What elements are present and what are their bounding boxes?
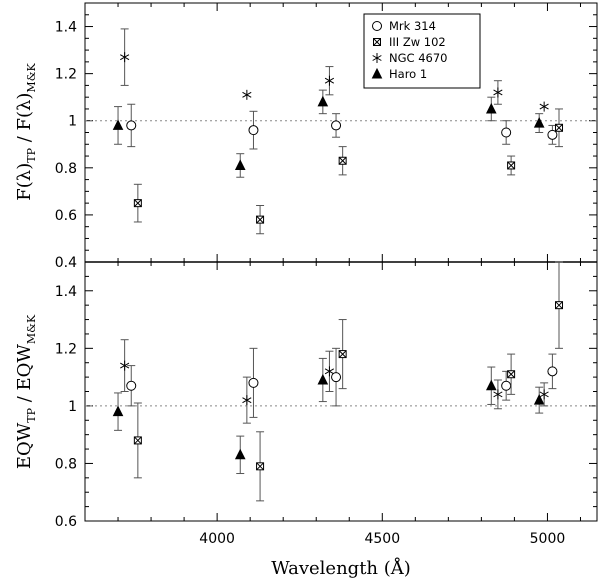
data-point bbox=[501, 127, 512, 138]
data-point bbox=[501, 380, 512, 391]
series-haro-1 bbox=[112, 357, 545, 475]
legend-marker bbox=[373, 38, 381, 46]
data-point bbox=[533, 394, 545, 405]
data-point bbox=[256, 462, 265, 471]
data-point bbox=[133, 199, 142, 208]
data-point bbox=[555, 123, 564, 132]
series-haro-1 bbox=[112, 89, 545, 178]
data-point bbox=[324, 366, 335, 377]
data-point bbox=[485, 379, 497, 391]
y-tick-label: 1.2 bbox=[55, 67, 77, 83]
upper-y-axis-title: F(λ)TP / F(λ)M&K bbox=[14, 63, 38, 201]
data-point bbox=[234, 159, 246, 170]
data-point bbox=[338, 156, 347, 165]
lower-panel-ticks: 0.6 0.8 1 1.2 1.4 bbox=[55, 261, 597, 530]
y-tick-label: 0.8 bbox=[55, 456, 77, 472]
legend-label: III Zw 102 bbox=[389, 35, 446, 49]
data-point bbox=[507, 161, 516, 170]
data-point bbox=[317, 95, 329, 107]
data-point bbox=[547, 366, 558, 377]
legend-box bbox=[363, 13, 481, 89]
data-point bbox=[126, 380, 137, 391]
data-point bbox=[112, 405, 124, 417]
data-point bbox=[248, 377, 259, 388]
data-point bbox=[338, 350, 347, 359]
legend-items: Mrk 314 III Zw 102 NGC 4670 Haro 1 bbox=[371, 19, 447, 81]
data-point bbox=[539, 101, 549, 112]
legend-entry: NGC 4670 bbox=[372, 51, 447, 65]
data-point bbox=[317, 373, 329, 385]
data-point bbox=[493, 87, 503, 98]
legend-entry: Mrk 314 bbox=[372, 19, 436, 33]
series-ngc-4670 bbox=[120, 339, 549, 424]
data-point bbox=[242, 395, 252, 406]
data-point bbox=[331, 120, 342, 131]
series-iii-zw-102 bbox=[133, 261, 564, 502]
legend-marker bbox=[371, 67, 383, 79]
y-tick-label: 0.6 bbox=[55, 208, 77, 224]
y-tick-label: 0.6 bbox=[55, 514, 77, 530]
y-tick-label: 0.4 bbox=[55, 255, 77, 271]
x-tick-label: 4500 bbox=[364, 531, 400, 547]
data-point bbox=[547, 129, 558, 140]
y-tick-label: 1.2 bbox=[55, 341, 77, 357]
data-point bbox=[493, 389, 503, 400]
lower-y-axis-title: EQWTP / EQWM&K bbox=[14, 314, 38, 469]
upper-panel-marks bbox=[85, 28, 597, 235]
legend-entry: III Zw 102 bbox=[373, 35, 446, 49]
legend-marker bbox=[372, 21, 382, 31]
x-tick-label: 5000 bbox=[530, 531, 566, 547]
data-point bbox=[533, 116, 545, 128]
x-axis-ticks: 4000 4500 5000 bbox=[199, 531, 565, 547]
y-tick-label: 1.4 bbox=[55, 20, 77, 36]
legend-label: Haro 1 bbox=[389, 67, 427, 81]
series-mrk-314 bbox=[126, 347, 558, 418]
data-point bbox=[507, 370, 516, 379]
series-iii-zw-102 bbox=[133, 108, 564, 235]
data-point bbox=[120, 52, 130, 63]
upper-panel-ticks: 0.4 0.6 0.8 1 1.2 1.4 bbox=[55, 2, 597, 271]
data-point bbox=[126, 120, 137, 131]
data-point bbox=[539, 389, 549, 400]
data-point bbox=[324, 75, 335, 86]
lower-panel-frame bbox=[84, 261, 598, 522]
data-point bbox=[234, 448, 246, 460]
data-point bbox=[242, 89, 252, 100]
y-tick-label: 1 bbox=[68, 114, 77, 130]
data-point bbox=[485, 102, 497, 114]
data-point bbox=[248, 125, 259, 136]
legend-entry: Haro 1 bbox=[371, 67, 427, 81]
data-point bbox=[555, 301, 564, 310]
data-point bbox=[331, 372, 342, 383]
series-mrk-314 bbox=[126, 103, 558, 150]
y-tick-label: 0.8 bbox=[55, 161, 77, 177]
data-point bbox=[256, 215, 265, 224]
data-point bbox=[112, 119, 124, 130]
legend: Mrk 314 III Zw 102 NGC 4670 Haro 1 bbox=[363, 13, 481, 89]
legend-marker bbox=[372, 53, 382, 63]
data-point bbox=[120, 360, 130, 371]
upper-panel-frame bbox=[84, 2, 598, 263]
series-ngc-4670 bbox=[120, 28, 549, 112]
data-point bbox=[133, 436, 142, 445]
x-tick-label: 4000 bbox=[199, 531, 235, 547]
lower-panel-marks bbox=[85, 261, 597, 502]
legend-label: Mrk 314 bbox=[389, 19, 436, 33]
y-tick-label: 1 bbox=[68, 399, 77, 415]
legend-label: NGC 4670 bbox=[389, 51, 447, 65]
x-axis-title: Wavelength (Å) bbox=[271, 557, 411, 579]
y-tick-label: 1.4 bbox=[55, 284, 77, 300]
